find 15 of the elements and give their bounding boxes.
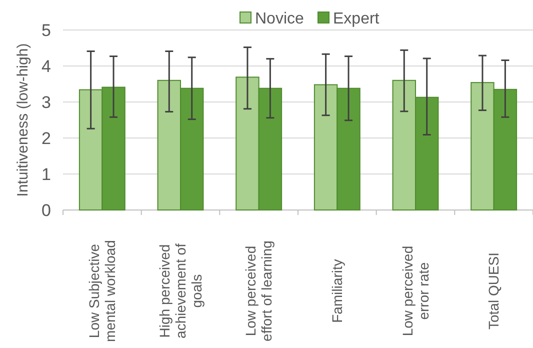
- x-tick-label: High perceived achievement of goals: [156, 243, 204, 338]
- y-tick-label: 3: [42, 92, 51, 112]
- x-tick-label: Low perceived error rate: [399, 246, 432, 336]
- y-tick-label: 1: [42, 164, 51, 184]
- y-tick-label: 4: [42, 56, 51, 76]
- legend-label: Expert: [333, 10, 380, 28]
- y-tick-label: 5: [42, 20, 51, 40]
- y-tick-label: 2: [42, 128, 51, 148]
- x-tick-label: Low Subjective mental workload: [86, 240, 118, 342]
- legend-label: Novice: [255, 10, 304, 28]
- x-tick-label: Total QUESI: [486, 252, 502, 330]
- x-tick-label: Low perceived effort of learning: [242, 240, 275, 342]
- y-axis-title: Intuitiveness (low-high): [14, 43, 32, 197]
- x-tick-label: Familiarity: [329, 259, 346, 323]
- y-tick-label: 0: [42, 200, 51, 220]
